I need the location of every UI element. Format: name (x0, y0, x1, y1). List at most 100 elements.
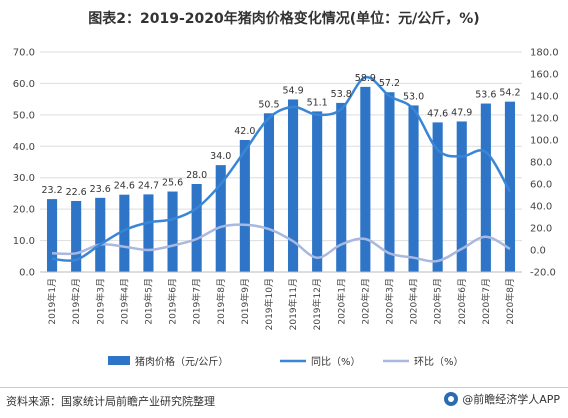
bar (95, 197, 106, 272)
bar-data-label: 53.8 (331, 89, 352, 100)
brand-logo-icon (444, 392, 459, 406)
bar-data-label: 23.6 (90, 184, 111, 195)
bar (167, 191, 178, 272)
left-tick-label: 0.0 (19, 268, 35, 279)
x-tick-label: 2019年10月 (263, 278, 275, 330)
bar-data-label: 23.2 (41, 185, 62, 196)
legend-label: 环比（%） (414, 356, 464, 368)
x-tick-label: 2020年5月 (432, 278, 444, 325)
bar (408, 105, 419, 272)
bar-data-label: 58.9 (355, 73, 376, 84)
bar (215, 165, 226, 272)
bar (504, 101, 516, 273)
bar (312, 111, 323, 273)
left-axis: 0.0 10.0 20.0 30.0 40.0 50.0 60.0 70.0 (13, 48, 35, 279)
bar (263, 113, 275, 273)
bar (480, 103, 491, 273)
mom-line (52, 223, 511, 263)
legend-label: 猪肉价格（元/公斤） (135, 355, 228, 368)
right-tick-label: 40.0 (530, 202, 552, 213)
bar (456, 121, 467, 272)
x-tick-label: 2019年9月 (239, 278, 251, 325)
bar-data-label: 34.0 (210, 151, 231, 162)
bar-data-label: 50.5 (258, 99, 279, 110)
right-tick-label: 180.0 (530, 48, 559, 59)
right-tick-label: 80.0 (530, 158, 552, 169)
right-axis: -20.0 0.0 20.0 40.0 60.0 80.0 100.0 120.0 140.0 1… (530, 48, 559, 279)
left-tick-label: 50.0 (13, 110, 35, 121)
bar (71, 200, 82, 272)
x-tick-label: 2019年3月 (94, 278, 106, 325)
x-tick-label: 2020年7月 (480, 278, 492, 325)
bar-data-label: 24.7 (138, 180, 159, 191)
bar (191, 184, 202, 272)
left-tick-label: 60.0 (13, 79, 35, 90)
x-tick-label: 2019年5月 (142, 278, 154, 325)
bar-data-label: 51.1 (307, 97, 328, 108)
right-tick-label: 120.0 (530, 114, 559, 125)
bar (46, 199, 58, 272)
chart-title: 图表2：2019-2020年猪肉价格变化情况(单位：元/公斤，%) (88, 11, 480, 27)
bar-data-label: 42.0 (234, 126, 255, 137)
bar (432, 122, 443, 273)
x-tick-label: 2019年2月 (70, 278, 82, 325)
x-tick-label: 2020年8月 (504, 278, 516, 325)
bar (239, 140, 250, 272)
bar-data-label: 22.6 (66, 187, 87, 198)
bar (384, 92, 395, 272)
legend-swatch-bar (108, 356, 130, 365)
right-tick-label: 160.0 (530, 70, 559, 81)
x-tick-label: 2019年12月 (311, 278, 323, 330)
bar (360, 86, 371, 272)
bar (336, 102, 347, 273)
x-tick-label: 2019年8月 (215, 278, 227, 325)
right-tick-label: -20.0 (530, 268, 556, 279)
x-tick-label: 2019年11月 (287, 278, 299, 330)
bar-data-label: 53.0 (403, 91, 424, 102)
yoy-line (51, 76, 512, 263)
x-tick-label: 2019年7月 (191, 278, 203, 325)
left-tick-label: 40.0 (13, 142, 35, 153)
bar-data-label: 53.6 (475, 90, 496, 101)
bar-data-label: 54.2 (499, 88, 520, 99)
x-tick-label: 2019年6月 (167, 278, 179, 325)
x-tick-label: 2020年3月 (383, 278, 395, 325)
right-tick-label: 100.0 (530, 136, 559, 147)
bar-series (46, 86, 516, 273)
source-note: 资料来源：国家统计局前瞻产业研究院整理 (6, 395, 215, 408)
x-tick-label: 2020年2月 (359, 278, 371, 325)
x-tick-label: 2020年6月 (456, 278, 468, 325)
x-axis: 2019年1月 2019年2月 2019年3月 2019年4月 2019年5月 2019年… (40, 271, 522, 330)
right-tick-label: 20.0 (530, 224, 552, 235)
legend-label: 同比（%） (311, 356, 361, 368)
brand-text: @前瞻经济学人APP (462, 393, 560, 406)
right-tick-label: 0.0 (530, 246, 546, 257)
bar-data-label: 47.6 (427, 108, 448, 119)
left-tick-label: 20.0 (13, 205, 35, 216)
x-tick-label: 2019年1月 (46, 278, 58, 325)
left-tick-label: 30.0 (13, 173, 35, 184)
left-tick-label: 10.0 (13, 236, 35, 247)
legend: 猪肉价格（元/公斤） 同比（%） 环比（%） (108, 355, 464, 368)
x-tick-label: 2019年4月 (118, 278, 130, 325)
bar-data-label: 25.6 (162, 178, 183, 189)
line-series (51, 76, 512, 263)
bar (119, 194, 130, 272)
bar (287, 99, 299, 272)
bar-data-label: 28.0 (186, 170, 207, 181)
right-tick-label: 60.0 (530, 180, 552, 191)
bar-data-labels: 23.2 22.6 23.6 24.6 24.7 25.628.034.0 42.0 50.5… (41, 73, 520, 198)
left-tick-label: 70.0 (13, 48, 35, 59)
bar-data-label: 57.2 (379, 78, 400, 89)
gridlines (40, 51, 522, 273)
bar-data-label: 54.9 (282, 85, 303, 96)
x-tick-label: 2020年4月 (408, 278, 420, 325)
bar (143, 194, 154, 272)
bar-data-label: 24.6 (114, 181, 135, 192)
bar-data-label: 47.9 (451, 107, 472, 118)
x-tick-label: 2020年1月 (335, 278, 347, 325)
brand-credit: @前瞻经济学人APP (444, 391, 560, 407)
footer-divider (0, 387, 568, 388)
right-tick-label: 140.0 (530, 92, 559, 103)
